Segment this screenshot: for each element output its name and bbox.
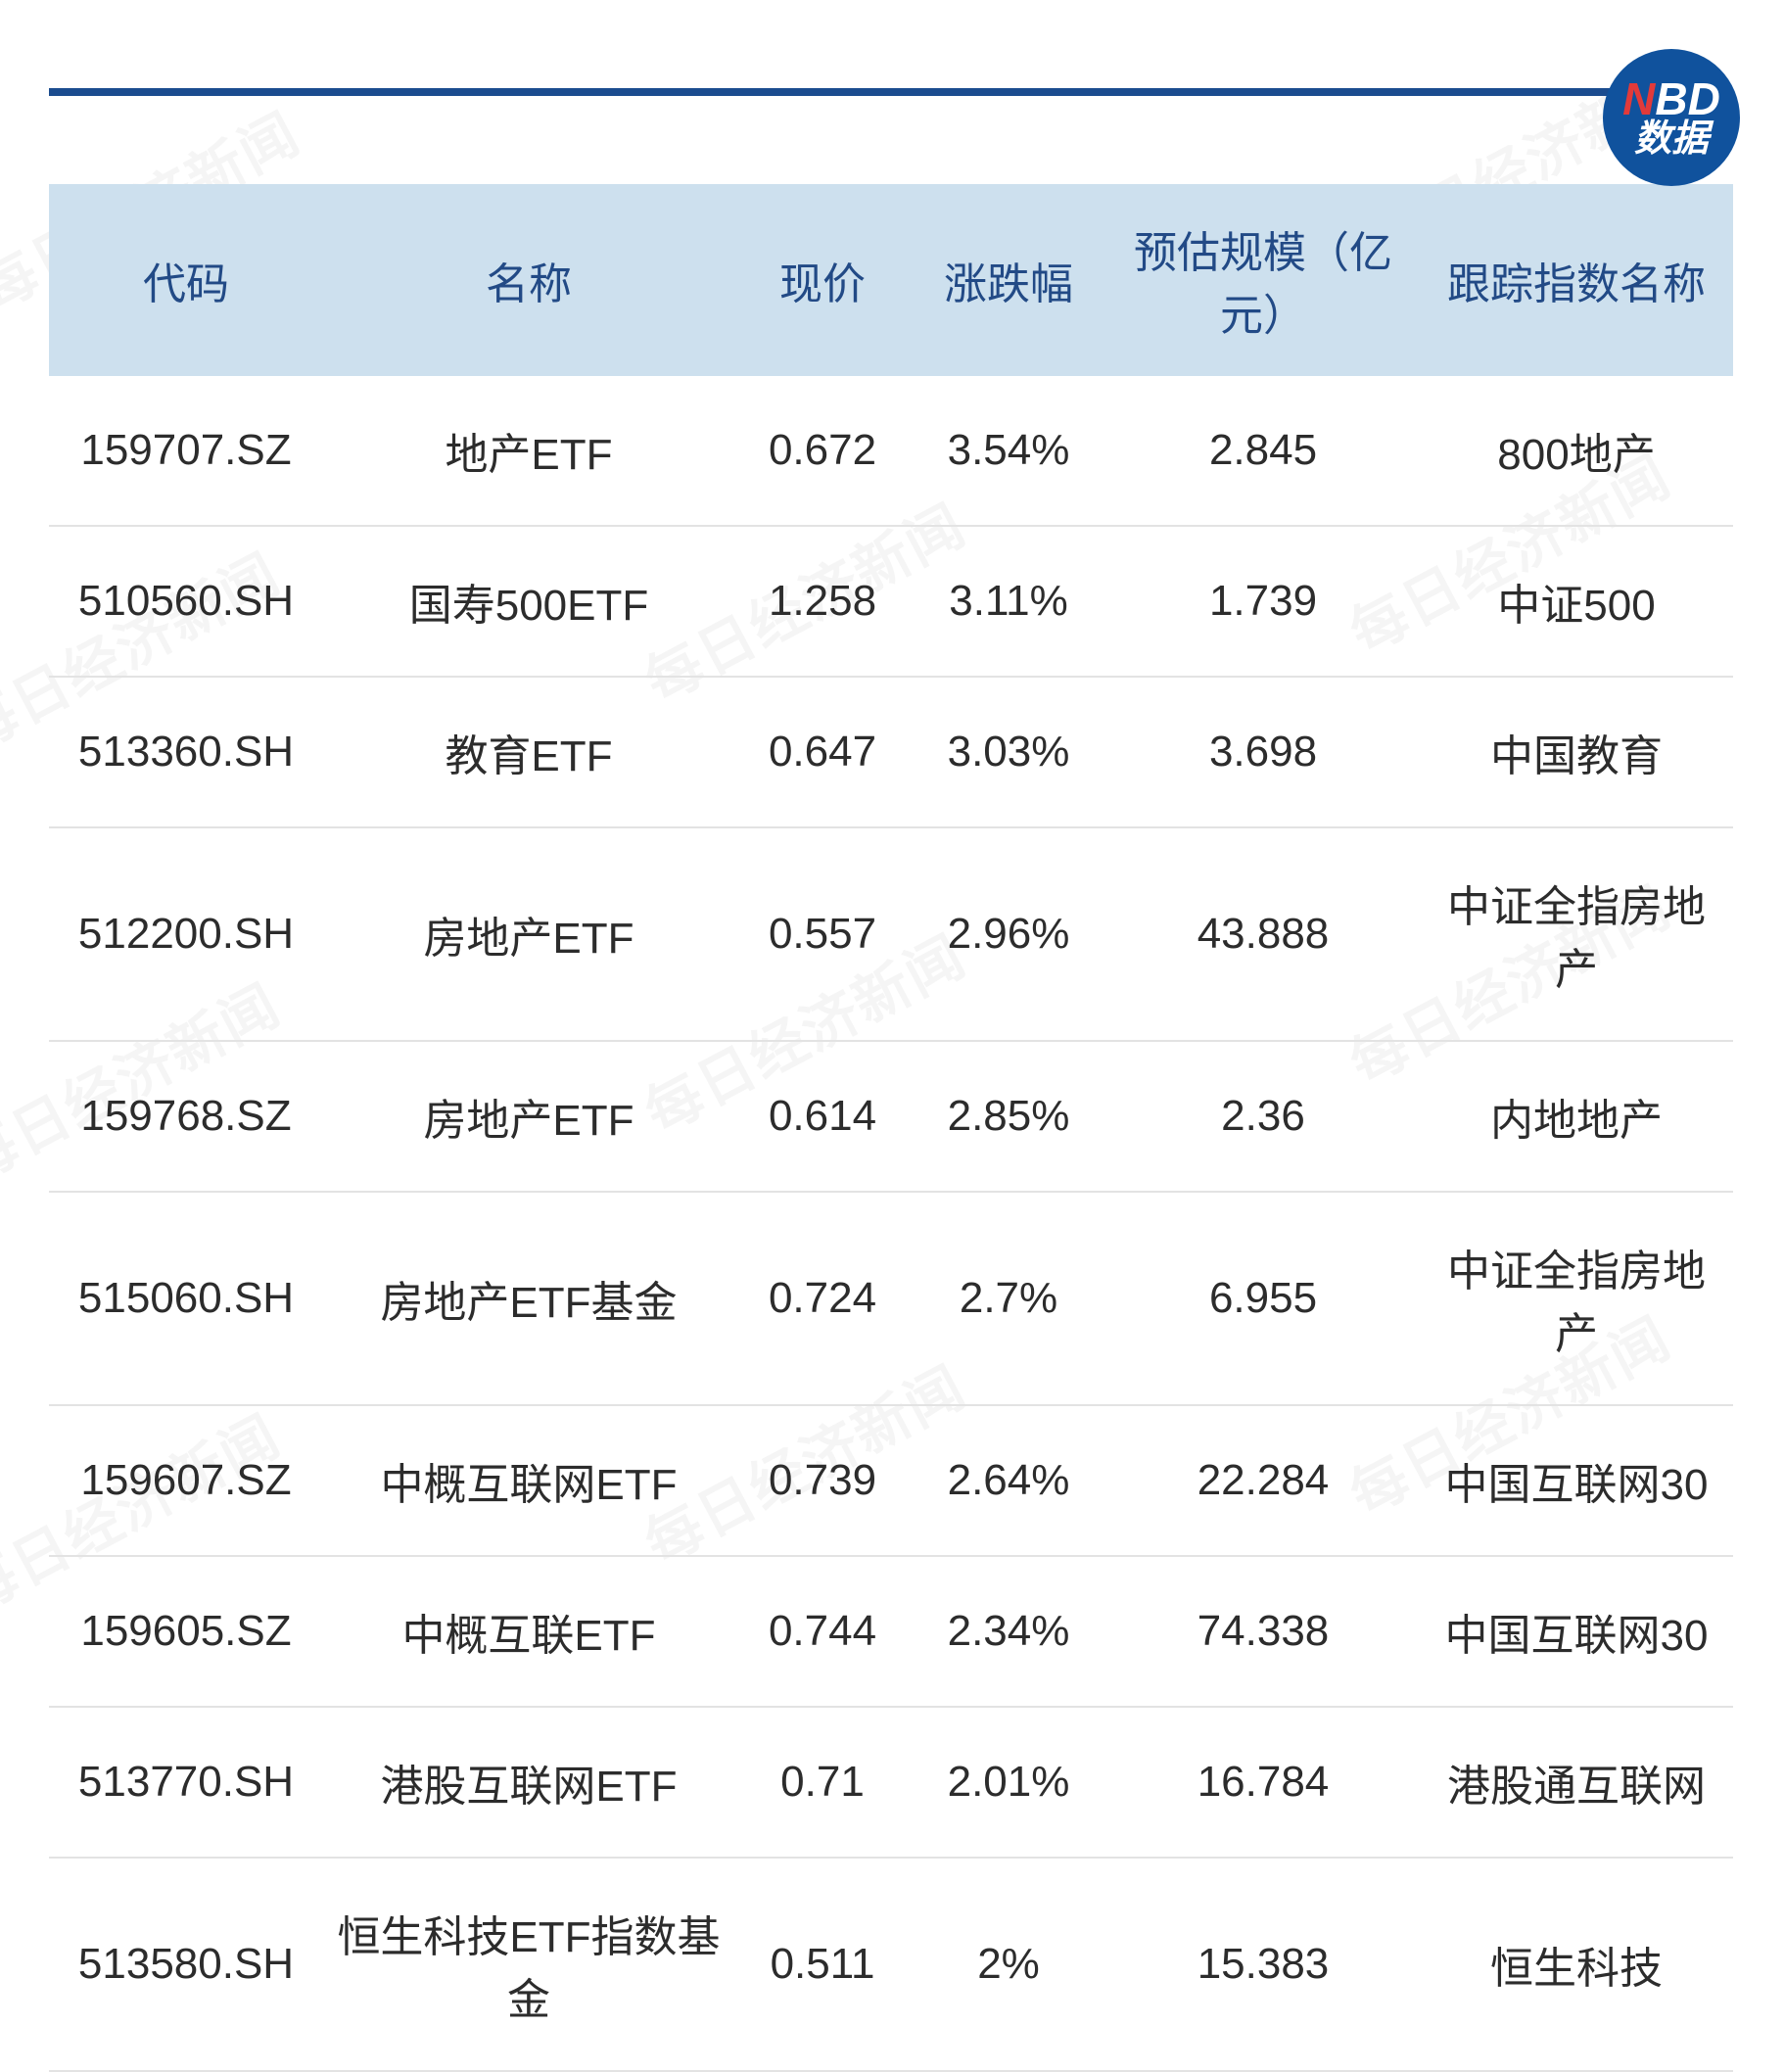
cell-index: 内地地产 <box>1420 1041 1733 1192</box>
cell-chg: 2.96% <box>911 827 1106 1041</box>
cell-code: 513580.SH <box>49 1858 323 2071</box>
cell-code: 513770.SH <box>49 1707 323 1858</box>
cell-code: 159607.SZ <box>49 1405 323 1556</box>
cell-size: 43.888 <box>1106 827 1420 1041</box>
cell-name: 教育ETF <box>323 677 734 827</box>
cell-name: 国寿500ETF <box>323 526 734 677</box>
cell-code: 159768.SZ <box>49 1041 323 1192</box>
cell-chg: 2.85% <box>911 1041 1106 1192</box>
table-row: 159607.SZ中概互联网ETF0.7392.64%22.284中国互联网30 <box>49 1405 1733 1556</box>
col-header-size: 预估规模（亿元） <box>1106 184 1420 376</box>
cell-name: 房地产ETF <box>323 1041 734 1192</box>
table-row: 513770.SH港股互联网ETF0.712.01%16.784港股通互联网 <box>49 1707 1733 1858</box>
cell-chg: 2.01% <box>911 1707 1106 1858</box>
cell-name: 中概互联网ETF <box>323 1405 734 1556</box>
cell-chg: 3.03% <box>911 677 1106 827</box>
table-body: 159707.SZ地产ETF0.6723.54%2.845800地产 51056… <box>49 376 1733 2071</box>
cell-price: 0.672 <box>734 376 911 526</box>
table-row: 512200.SH房地产ETF0.5572.96%43.888中证全指房地产 <box>49 827 1733 1041</box>
cell-chg: 3.11% <box>911 526 1106 677</box>
cell-price: 0.614 <box>734 1041 911 1192</box>
col-header-code: 代码 <box>49 184 323 376</box>
cell-size: 6.955 <box>1106 1192 1420 1405</box>
table-row: 515060.SH房地产ETF基金0.7242.7%6.955中证全指房地产 <box>49 1192 1733 1405</box>
cell-code: 159605.SZ <box>49 1556 323 1707</box>
cell-chg: 2% <box>911 1858 1106 2071</box>
col-header-chg: 涨跌幅 <box>911 184 1106 376</box>
cell-index: 中证500 <box>1420 526 1733 677</box>
cell-index: 中国互联网30 <box>1420 1405 1733 1556</box>
cell-code: 510560.SH <box>49 526 323 677</box>
cell-chg: 2.64% <box>911 1405 1106 1556</box>
cell-size: 15.383 <box>1106 1858 1420 2071</box>
cell-chg: 2.7% <box>911 1192 1106 1405</box>
cell-price: 0.744 <box>734 1556 911 1707</box>
cell-size: 74.338 <box>1106 1556 1420 1707</box>
cell-price: 0.71 <box>734 1707 911 1858</box>
cell-name: 房地产ETF基金 <box>323 1192 734 1405</box>
cell-index: 中证全指房地产 <box>1420 827 1733 1041</box>
logo-letter-bd: BD <box>1655 73 1719 124</box>
table-row: 510560.SH国寿500ETF1.2583.11%1.739中证500 <box>49 526 1733 677</box>
col-header-name: 名称 <box>323 184 734 376</box>
cell-code: 515060.SH <box>49 1192 323 1405</box>
cell-name: 港股互联网ETF <box>323 1707 734 1858</box>
table-row: 159707.SZ地产ETF0.6723.54%2.845800地产 <box>49 376 1733 526</box>
cell-index: 恒生科技 <box>1420 1858 1733 2071</box>
table-row: 513580.SH恒生科技ETF指数基金0.5112%15.383恒生科技 <box>49 1858 1733 2071</box>
cell-index: 港股通互联网 <box>1420 1707 1733 1858</box>
cell-code: 159707.SZ <box>49 376 323 526</box>
table-row: 513360.SH教育ETF0.6473.03%3.698中国教育 <box>49 677 1733 827</box>
nbd-logo-badge: NBD 数据 <box>1603 49 1740 186</box>
cell-size: 16.784 <box>1106 1707 1420 1858</box>
cell-size: 2.36 <box>1106 1041 1420 1192</box>
cell-price: 0.647 <box>734 677 911 827</box>
cell-index: 800地产 <box>1420 376 1733 526</box>
cell-price: 1.258 <box>734 526 911 677</box>
cell-name: 房地产ETF <box>323 827 734 1041</box>
cell-name: 中概互联ETF <box>323 1556 734 1707</box>
etf-table: 代码 名称 现价 涨跌幅 预估规模（亿元） 跟踪指数名称 159707.SZ地产… <box>49 184 1733 2072</box>
cell-name: 地产ETF <box>323 376 734 526</box>
top-rule <box>49 88 1694 96</box>
cell-price: 0.724 <box>734 1192 911 1405</box>
cell-price: 0.739 <box>734 1405 911 1556</box>
cell-price: 0.557 <box>734 827 911 1041</box>
logo-line2: 数据 <box>1634 120 1709 160</box>
cell-index: 中国互联网30 <box>1420 1556 1733 1707</box>
cell-size: 2.845 <box>1106 376 1420 526</box>
col-header-index: 跟踪指数名称 <box>1420 184 1733 376</box>
cell-index: 中国教育 <box>1420 677 1733 827</box>
cell-code: 513360.SH <box>49 677 323 827</box>
cell-size: 3.698 <box>1106 677 1420 827</box>
cell-chg: 2.34% <box>911 1556 1106 1707</box>
col-header-price: 现价 <box>734 184 911 376</box>
cell-index: 中证全指房地产 <box>1420 1192 1733 1405</box>
logo-line1: NBD <box>1622 75 1720 122</box>
logo-letter-n: N <box>1622 73 1655 124</box>
cell-name: 恒生科技ETF指数基金 <box>323 1858 734 2071</box>
table-row: 159605.SZ中概互联ETF0.7442.34%74.338中国互联网30 <box>49 1556 1733 1707</box>
cell-code: 512200.SH <box>49 827 323 1041</box>
table-row: 159768.SZ房地产ETF0.6142.85%2.36内地地产 <box>49 1041 1733 1192</box>
cell-size: 22.284 <box>1106 1405 1420 1556</box>
cell-chg: 3.54% <box>911 376 1106 526</box>
table-header-row: 代码 名称 现价 涨跌幅 预估规模（亿元） 跟踪指数名称 <box>49 184 1733 376</box>
cell-size: 1.739 <box>1106 526 1420 677</box>
cell-price: 0.511 <box>734 1858 911 2071</box>
